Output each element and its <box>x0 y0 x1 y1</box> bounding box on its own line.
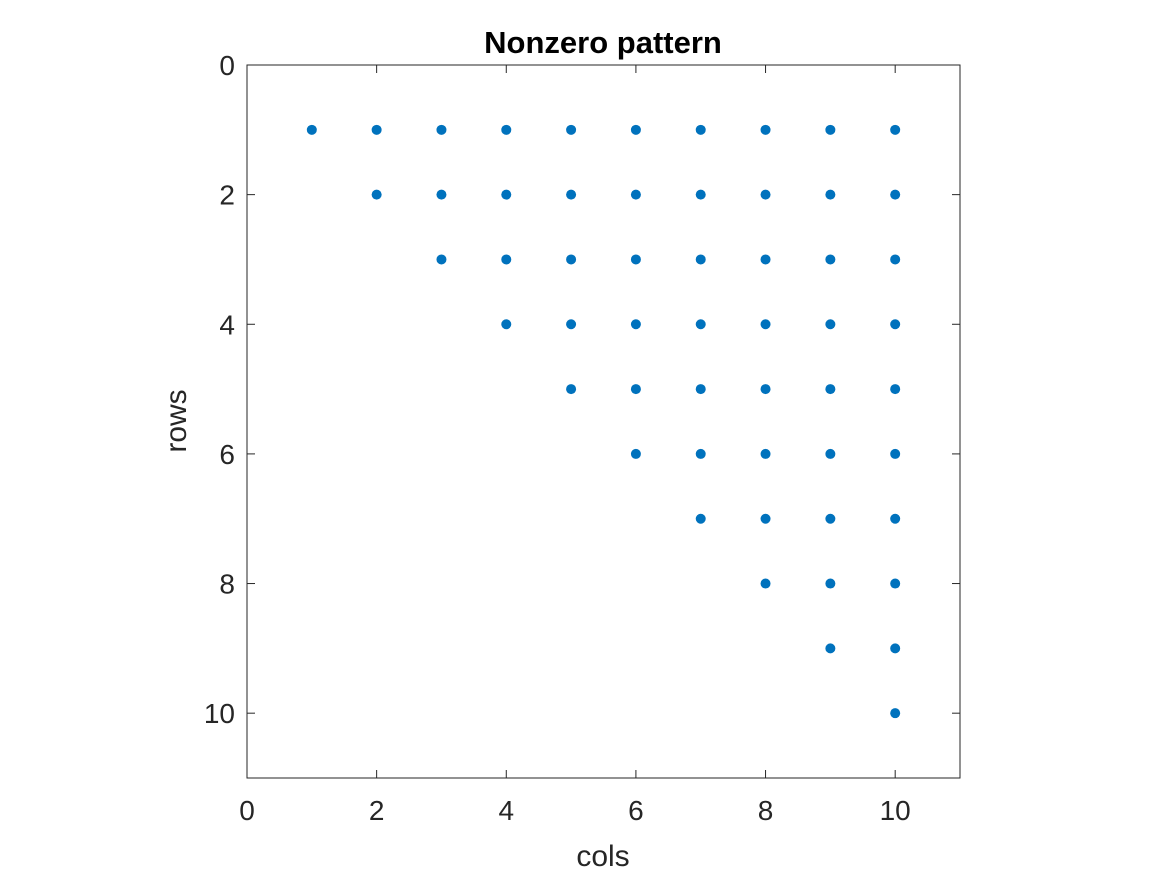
data-point <box>630 448 641 459</box>
data-point <box>760 124 771 135</box>
data-point <box>760 384 771 395</box>
data-point <box>695 319 706 330</box>
data-point <box>630 384 641 395</box>
x-tick-label: 0 <box>239 795 255 826</box>
x-tick-label: 2 <box>369 795 385 826</box>
data-point <box>501 189 512 200</box>
x-tick-label: 6 <box>628 795 644 826</box>
data-point <box>760 319 771 330</box>
data-point <box>890 643 901 654</box>
data-point <box>566 319 577 330</box>
y-tick-label: 0 <box>219 50 235 81</box>
data-point <box>825 189 836 200</box>
y-tick-label: 2 <box>219 180 235 211</box>
data-point <box>501 319 512 330</box>
data-point <box>890 319 901 330</box>
data-point <box>760 189 771 200</box>
data-point <box>890 384 901 395</box>
data-point <box>890 708 901 719</box>
data-point <box>306 124 317 135</box>
data-point <box>566 124 577 135</box>
y-axis-ticks: 0 2 4 6 8 10 <box>204 50 960 729</box>
data-point <box>825 578 836 589</box>
data-point <box>695 254 706 265</box>
data-point <box>825 384 836 395</box>
x-tick-label: 10 <box>880 795 911 826</box>
plot-area <box>246 64 961 779</box>
data-point <box>436 189 447 200</box>
data-point <box>436 124 447 135</box>
data-point <box>825 513 836 524</box>
data-point <box>890 578 901 589</box>
data-point <box>890 448 901 459</box>
y-tick-label: 8 <box>219 569 235 600</box>
data-point <box>630 189 641 200</box>
data-point <box>566 384 577 395</box>
data-point <box>825 254 836 265</box>
y-tick-label: 4 <box>219 309 235 340</box>
data-point <box>371 124 382 135</box>
data-point <box>371 189 382 200</box>
data-point <box>825 319 836 330</box>
x-tick-label: 4 <box>498 795 514 826</box>
data-points <box>306 124 901 719</box>
y-tick-label: 6 <box>219 439 235 470</box>
data-point <box>695 448 706 459</box>
data-point <box>825 448 836 459</box>
data-point <box>695 189 706 200</box>
y-axis-label: rows <box>160 389 193 452</box>
y-tick-label: 10 <box>204 698 235 729</box>
data-point <box>890 513 901 524</box>
data-point <box>566 189 577 200</box>
data-point <box>825 643 836 654</box>
data-point <box>436 254 447 265</box>
data-point <box>695 513 706 524</box>
data-point <box>501 124 512 135</box>
data-point <box>825 124 836 135</box>
data-point <box>695 384 706 395</box>
x-tick-label: 8 <box>758 795 774 826</box>
data-point <box>890 189 901 200</box>
x-axis-label: cols <box>576 840 629 873</box>
data-point <box>630 254 641 265</box>
data-point <box>630 319 641 330</box>
data-point <box>501 254 512 265</box>
data-point <box>760 578 771 589</box>
x-axis-ticks: 0 2 4 6 8 10 <box>239 65 911 826</box>
data-point <box>695 124 706 135</box>
data-point <box>890 124 901 135</box>
data-point <box>890 254 901 265</box>
data-point <box>760 448 771 459</box>
data-point <box>760 513 771 524</box>
chart-title: Nonzero pattern <box>484 25 722 60</box>
data-point <box>630 124 641 135</box>
data-point <box>760 254 771 265</box>
data-point <box>566 254 577 265</box>
